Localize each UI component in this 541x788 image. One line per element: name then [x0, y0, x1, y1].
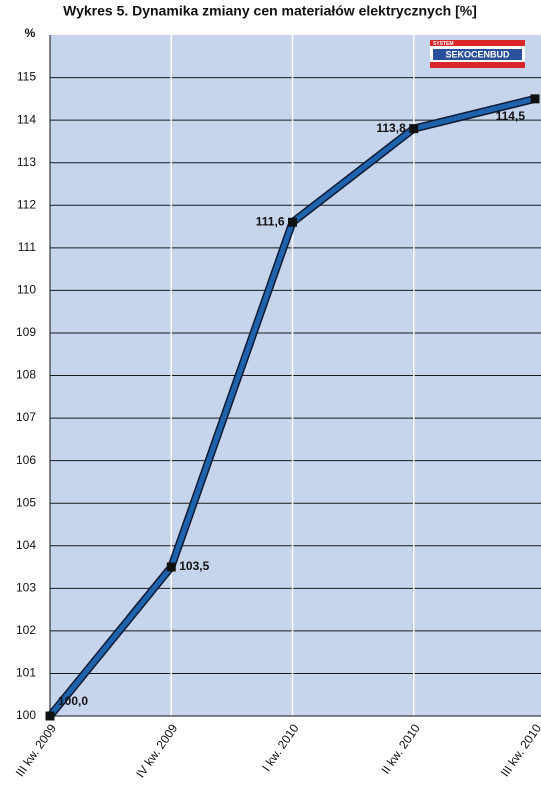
x-tick-label: I kw. 2010 — [259, 721, 302, 774]
value-label: 113,8 — [376, 121, 406, 135]
logo-shape — [430, 40, 525, 46]
y-tick-label: 111 — [18, 240, 37, 254]
y-tick-label: 103 — [16, 580, 36, 594]
x-tick-label: III kw. 2009 — [13, 721, 59, 779]
x-tick-label: II kw. 2010 — [378, 721, 423, 776]
y-tick-label: 100 — [16, 708, 36, 722]
value-label: 100,0 — [58, 694, 88, 708]
y-tick-label: 115 — [17, 70, 36, 84]
logo-shape — [433, 49, 522, 60]
logo-top: SYSTEM — [433, 41, 454, 47]
y-tick-label: 101 — [16, 666, 36, 680]
logo: SYSTEM SEKOCENBUD — [430, 40, 525, 68]
y-tick-label: 114 — [17, 112, 36, 126]
point-marker — [530, 94, 540, 104]
y-tick-label: 112 — [17, 197, 36, 211]
point-marker — [166, 562, 176, 572]
point-marker — [409, 124, 419, 134]
y-tick-label: 110 — [17, 283, 36, 297]
y-tick-label: 108 — [16, 368, 36, 382]
y-tick-label: 107 — [16, 410, 36, 424]
point-marker — [288, 217, 297, 227]
x-tick-label: III kw. 2010 — [498, 721, 541, 779]
y-tick-label: 102 — [16, 623, 36, 637]
value-label: 103,5 — [179, 559, 209, 573]
point-marker — [45, 711, 55, 721]
value-label: 111,6 — [256, 214, 285, 228]
value-label: 114,5 — [496, 109, 526, 123]
y-tick-label: 113 — [17, 155, 36, 169]
x-tick-label: IV kw. 2009 — [133, 721, 180, 780]
logo-name: SEKOCENBUD — [445, 49, 510, 59]
chart-title: Wykres 5. Dynamika zmiany cen materiałów… — [63, 3, 477, 19]
y-tick-label: 106 — [16, 453, 36, 467]
y-tick-label: 109 — [16, 325, 36, 339]
y-unit: % — [25, 26, 36, 40]
y-tick-label: 105 — [16, 495, 36, 509]
logo-shape — [430, 62, 525, 68]
y-tick-label: 104 — [16, 538, 36, 552]
